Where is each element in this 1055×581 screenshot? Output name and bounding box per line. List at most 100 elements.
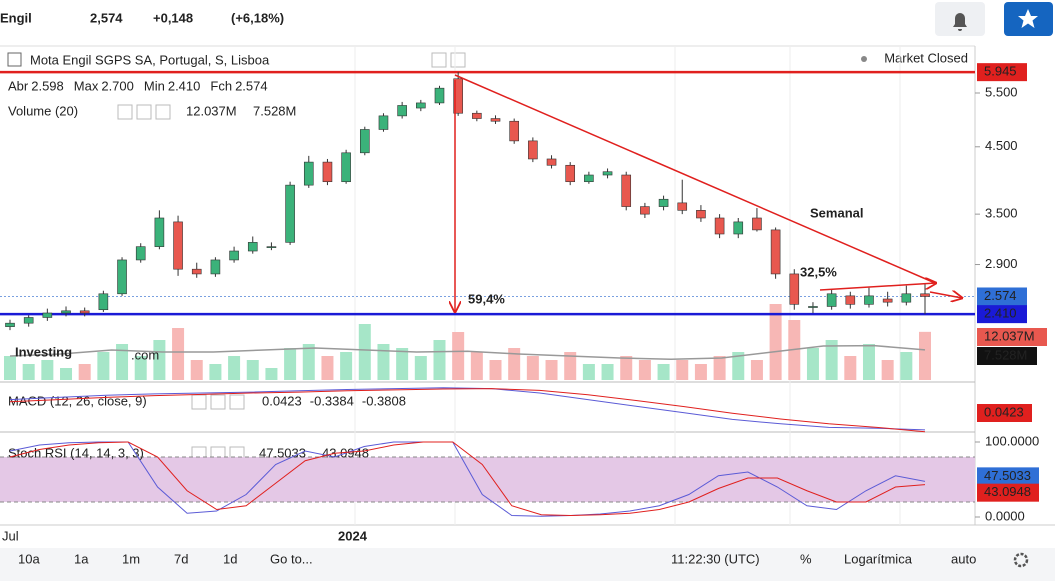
- volume-bar: [657, 364, 670, 380]
- volume-bar: [919, 331, 931, 380]
- bottom-bar: [0, 548, 1055, 581]
- candle-body: [247, 242, 258, 252]
- settings-icon[interactable]: [155, 104, 171, 120]
- settings-icon[interactable]: [210, 394, 226, 410]
- candle-body: [42, 312, 53, 318]
- candle-body: [303, 161, 314, 186]
- volume-bar: [638, 360, 651, 380]
- price-marker-label: 5.945: [984, 64, 1017, 79]
- clock: 11:22:30 (UTC): [671, 551, 760, 566]
- volume-bar: [246, 360, 259, 380]
- volume-bar: [153, 340, 166, 380]
- log-toggle[interactable]: Logarítmica: [844, 551, 913, 566]
- candle-body: [528, 140, 538, 160]
- price-tick-label: 4.500: [985, 138, 1018, 153]
- settings-icon[interactable]: [191, 394, 207, 410]
- range-button[interactable]: 7d: [174, 551, 188, 566]
- settings-icon[interactable]: [431, 52, 447, 68]
- candle-body: [696, 210, 706, 219]
- candle-body: [453, 78, 463, 114]
- candle-body: [322, 161, 333, 183]
- trend-line: [454, 74, 936, 284]
- volume-bar: [526, 356, 539, 380]
- chart-title: Mota Engil SGPS SA, Portugal, S, Lisboa: [30, 52, 270, 67]
- volume-bar: [41, 360, 54, 380]
- ohlc-value: 2.598: [31, 78, 64, 93]
- volume-bar: [22, 364, 35, 380]
- volume-bar: [190, 360, 203, 380]
- settings-icon[interactable]: [117, 104, 133, 120]
- candle-body: [359, 129, 370, 154]
- price-marker-label: 2.410: [984, 306, 1017, 321]
- stoch-k-line: [9, 441, 926, 517]
- annotation-rise: 32,5%: [800, 264, 837, 279]
- settings-icon[interactable]: [229, 394, 245, 410]
- percent-toggle[interactable]: %: [800, 551, 812, 566]
- candle-body: [154, 217, 165, 247]
- settings-icon[interactable]: [136, 104, 152, 120]
- volume-ma-marker: [977, 347, 1037, 365]
- candle-body: [677, 202, 688, 211]
- volume-bar: [508, 348, 521, 380]
- stoch-marker-label: 43.0948: [984, 484, 1031, 499]
- bell-icon: [953, 13, 967, 31]
- change: +0,148: [153, 10, 193, 25]
- volume-bar: [209, 364, 222, 380]
- candle-body: [135, 246, 146, 261]
- range-button[interactable]: Go to...: [270, 551, 313, 566]
- volume-bar: [321, 356, 334, 380]
- candle-body: [191, 268, 202, 275]
- ohlc-label: Fch: [210, 78, 232, 93]
- volume-bar: [676, 360, 689, 380]
- stoch-tick-label: 100.0000: [985, 433, 1039, 448]
- candle-body: [173, 221, 183, 270]
- annotation-period: Semanal: [810, 205, 863, 220]
- candle-body: [640, 206, 650, 215]
- candle-body: [882, 298, 893, 303]
- volume-bar: [78, 364, 91, 380]
- volume-bar: [452, 332, 465, 380]
- volume-bar: [769, 304, 782, 380]
- price-marker: [977, 63, 1027, 82]
- volume-bar: [844, 356, 857, 380]
- auto-toggle[interactable]: auto: [951, 551, 976, 566]
- price-tick-label: 2.900: [985, 256, 1018, 271]
- volume-bar: [470, 352, 483, 380]
- settings-gear[interactable]: [1013, 552, 1029, 568]
- volume-bar: [396, 348, 409, 380]
- candle-body: [397, 105, 407, 117]
- range-button[interactable]: 1m: [122, 551, 140, 566]
- volume-bar: [358, 324, 371, 380]
- candle-body: [472, 112, 482, 119]
- candle-body: [434, 87, 445, 104]
- candle-body: [490, 118, 501, 122]
- x-label: 2024: [338, 528, 368, 543]
- candle-body: [61, 310, 71, 314]
- market-status: Market Closed: [884, 50, 968, 65]
- volume-bar: [545, 360, 558, 380]
- candle-body: [733, 221, 744, 235]
- volume-bar: [302, 344, 315, 380]
- range-button[interactable]: 1d: [223, 551, 237, 566]
- volume-ma-value: 7.528M: [253, 103, 296, 118]
- candle-body: [509, 120, 519, 142]
- macd-value: -0.3808: [362, 393, 406, 408]
- price-tick-label: 3.500: [985, 206, 1018, 221]
- candle-body: [901, 293, 912, 303]
- volume-bar: [116, 344, 129, 380]
- volume-bar: [284, 348, 297, 380]
- change-pct: (+6,18%): [231, 10, 284, 25]
- volume-label: Volume (20): [8, 103, 78, 118]
- symbol: Engil: [0, 10, 32, 25]
- range-button[interactable]: 1a: [74, 551, 89, 566]
- candle-body: [920, 293, 930, 297]
- candle-body: [864, 295, 874, 305]
- range-button[interactable]: 10a: [18, 551, 40, 566]
- volume-bar: [377, 344, 390, 380]
- volume-bar: [806, 348, 819, 380]
- ohlc-value: 2.410: [168, 78, 201, 93]
- star-icon: [1018, 9, 1038, 28]
- price-marker-label: 2.574: [984, 288, 1017, 303]
- volume-bar: [564, 352, 577, 380]
- settings-icon[interactable]: [450, 52, 466, 68]
